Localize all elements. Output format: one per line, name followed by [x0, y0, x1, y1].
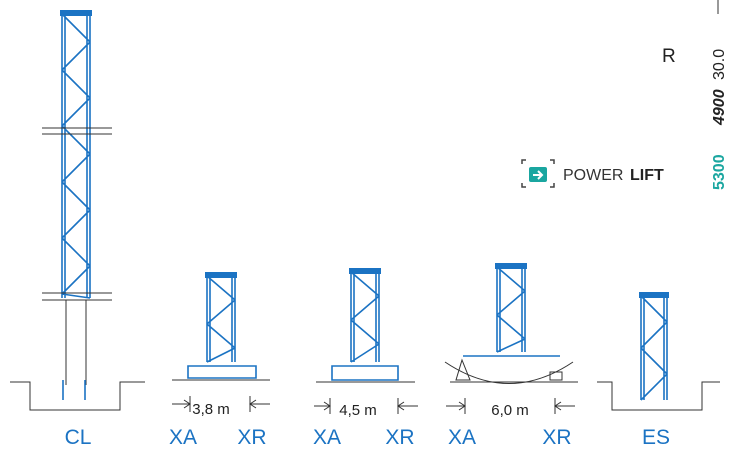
mast-head	[639, 292, 669, 298]
base	[187, 355, 560, 381]
label: XR	[237, 426, 266, 449]
mast-head	[205, 272, 237, 278]
label: XA	[448, 426, 476, 449]
label: XA	[313, 426, 341, 449]
dimension-lines	[172, 396, 575, 414]
mast	[206, 275, 236, 363]
mast	[496, 266, 526, 353]
dimension: 6,0 m	[491, 402, 529, 419]
label: XR	[542, 426, 571, 449]
anchors	[62, 380, 86, 400]
ground	[10, 361, 720, 411]
model: 4900	[711, 89, 728, 126]
brand-bold: LIFT	[630, 167, 664, 184]
collar	[42, 127, 112, 385]
mast-head	[495, 263, 527, 269]
brand-logo	[521, 159, 555, 188]
dimension: 4,5 m	[339, 402, 377, 419]
side-value: 30.0	[711, 49, 728, 80]
label: ES	[642, 426, 670, 449]
letter: R	[662, 46, 676, 67]
mast	[640, 295, 668, 401]
model: 5300	[711, 154, 728, 190]
mast	[61, 13, 91, 299]
dimension: 3,8 m	[192, 401, 230, 418]
outriggers	[455, 358, 563, 381]
mast-head	[349, 268, 381, 274]
mast	[350, 271, 380, 363]
brand-regular: POWER	[563, 167, 623, 184]
label: XR	[385, 426, 414, 449]
mast-head	[60, 10, 92, 16]
label: XA	[169, 426, 197, 449]
label: CL	[65, 426, 92, 449]
